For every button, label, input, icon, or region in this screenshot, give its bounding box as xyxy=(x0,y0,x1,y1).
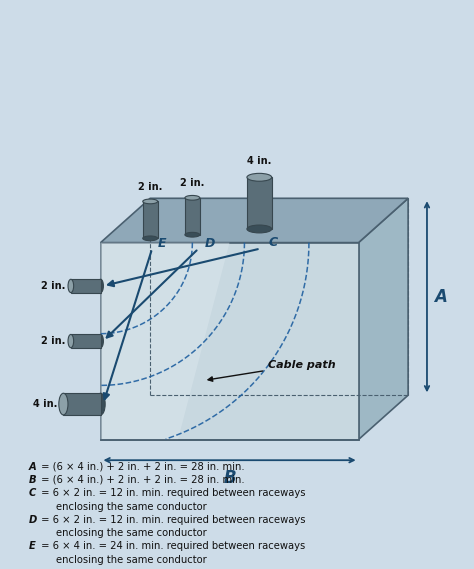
Ellipse shape xyxy=(143,199,158,204)
Text: B: B xyxy=(223,469,236,487)
Ellipse shape xyxy=(68,335,73,348)
Polygon shape xyxy=(100,242,229,439)
Text: 2 in.: 2 in. xyxy=(40,281,65,291)
Bar xyxy=(71,279,100,292)
Text: enclosing the same conductor: enclosing the same conductor xyxy=(56,528,207,538)
Bar xyxy=(185,198,200,235)
Text: enclosing the same conductor: enclosing the same conductor xyxy=(56,555,207,564)
Text: E: E xyxy=(28,542,36,551)
Text: A: A xyxy=(434,288,447,306)
Polygon shape xyxy=(100,242,358,439)
Text: enclosing the same conductor: enclosing the same conductor xyxy=(56,501,207,512)
Bar xyxy=(143,201,158,238)
Text: A: A xyxy=(28,461,36,472)
Text: = (6 × 4 in.) + 2 in. + 2 in. = 28 in. min.: = (6 × 4 in.) + 2 in. + 2 in. = 28 in. m… xyxy=(37,461,244,472)
Text: = 6 × 2 in. = 12 in. min. required between raceways: = 6 × 2 in. = 12 in. min. required betwe… xyxy=(37,488,305,498)
Text: D: D xyxy=(28,515,37,525)
Text: 4 in.: 4 in. xyxy=(33,399,57,409)
Text: = 6 × 2 in. = 12 in. min. required between raceways: = 6 × 2 in. = 12 in. min. required betwe… xyxy=(37,515,305,525)
Text: C: C xyxy=(28,488,36,498)
Ellipse shape xyxy=(68,279,73,292)
Polygon shape xyxy=(100,199,408,242)
Ellipse shape xyxy=(185,232,200,237)
Text: B: B xyxy=(28,475,36,485)
Text: 2 in.: 2 in. xyxy=(138,182,163,192)
Polygon shape xyxy=(358,199,408,439)
Bar xyxy=(64,393,100,415)
Bar xyxy=(247,178,272,229)
Text: = (6 × 4 in.) + 2 in. + 2 in. = 28 in. min.: = (6 × 4 in.) + 2 in. + 2 in. = 28 in. m… xyxy=(37,475,244,485)
Ellipse shape xyxy=(247,225,272,233)
Ellipse shape xyxy=(247,174,272,181)
Ellipse shape xyxy=(98,335,103,348)
Text: D: D xyxy=(204,237,215,250)
Text: Cable path: Cable path xyxy=(208,360,336,381)
Text: = 6 × 4 in. = 24 in. min. required between raceways: = 6 × 4 in. = 24 in. min. required betwe… xyxy=(37,542,305,551)
Text: 2 in.: 2 in. xyxy=(180,178,205,188)
Ellipse shape xyxy=(98,279,103,292)
Text: C: C xyxy=(268,236,277,249)
Ellipse shape xyxy=(96,393,105,415)
Ellipse shape xyxy=(185,195,200,200)
Bar xyxy=(71,335,100,348)
Text: 4 in.: 4 in. xyxy=(247,156,272,166)
Text: E: E xyxy=(158,237,166,250)
Text: 2 in.: 2 in. xyxy=(40,336,65,346)
Ellipse shape xyxy=(59,393,68,415)
Ellipse shape xyxy=(143,236,158,241)
